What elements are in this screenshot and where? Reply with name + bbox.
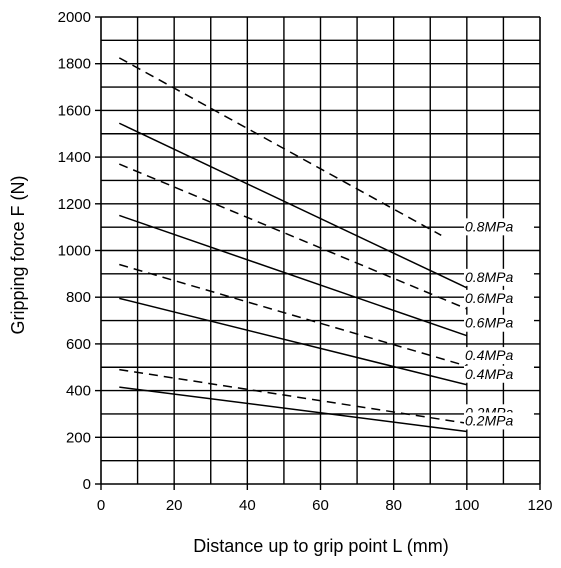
series-label: 0.8MPa — [465, 218, 513, 234]
y-tick-label: 600 — [66, 336, 91, 353]
tick-labels: 0 200 400 600 800 1000 1200 1400 1600 1800 2000 0 20… — [58, 9, 553, 514]
y-tick-label: 800 — [66, 289, 91, 306]
x-tick-label: 20 — [166, 497, 183, 514]
y-tick-label: 1200 — [58, 196, 91, 213]
x-tick-label: 60 — [312, 497, 329, 514]
y-tick-label: 2000 — [58, 9, 91, 26]
x-tick-label: 120 — [527, 497, 552, 514]
series-label: 0.4MPa — [465, 347, 513, 363]
series-label: 0.6MPa — [465, 290, 513, 306]
x-tick-label: 100 — [454, 497, 479, 514]
series-label-bg — [464, 268, 534, 286]
y-tick-label: 200 — [66, 429, 91, 446]
x-tick-label: 40 — [239, 497, 256, 514]
series-line-04mpa-dashed — [119, 263, 468, 367]
y-tick-label: 400 — [66, 383, 91, 400]
x-tick-label: 0 — [97, 497, 105, 514]
series-line-02mpa-solid — [119, 386, 467, 433]
series-label: 0.4MPa — [465, 366, 513, 382]
series-label-bg — [464, 218, 534, 236]
series-line-04mpa-solid — [119, 297, 468, 386]
series-label: 0.2MPa — [465, 412, 513, 428]
series-label-bg — [464, 365, 534, 383]
y-tick-label: 1400 — [58, 149, 91, 166]
series-line-08mpa-solid — [118, 122, 468, 289]
series-lines — [118, 57, 468, 433]
series-line-08mpa-dashed — [118, 57, 442, 236]
y-tick-label: 1600 — [58, 102, 91, 119]
series-line-06mpa-solid — [119, 214, 468, 337]
x-tick-label: 80 — [385, 497, 402, 514]
y-axis-title: Gripping force F (N) — [8, 175, 28, 334]
y-tick-label: 1800 — [58, 56, 91, 73]
series-label-bg — [464, 314, 534, 332]
series-label-bg — [464, 347, 534, 365]
y-tick-label: 1000 — [58, 243, 91, 260]
series-label-bg — [464, 289, 534, 307]
series-line-02mpa-dashed — [119, 368, 467, 425]
y-tick-label: 0 — [83, 476, 91, 493]
x-axis-title: Distance up to grip point L (mm) — [193, 536, 448, 556]
series-label: 0.6MPa — [465, 315, 513, 331]
series-line-06mpa-dashed — [119, 163, 468, 310]
plot-frame — [95, 16, 541, 490]
series-label-bg — [464, 412, 534, 430]
series-label: 0.8MPa — [465, 269, 513, 285]
series-labels: 0.8MPa 0.8MPa 0.6MPa 0.6MPa 0.4MPa 0.4MPa 0.2M… — [464, 218, 534, 430]
